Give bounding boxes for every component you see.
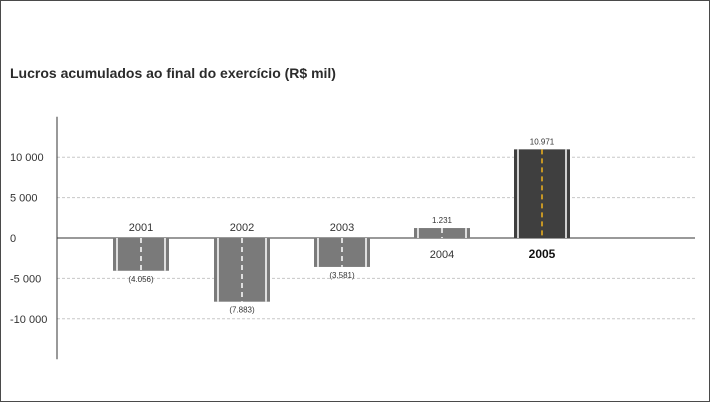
gridlines	[57, 156, 695, 320]
value-label-2005: 10.971	[530, 137, 555, 146]
labels: 10 000 5 000 0 -5 000 -10 000 2001 (4.056) 2002…	[10, 137, 556, 325]
bars	[113, 149, 570, 302]
y-tick-label: -5 000	[10, 273, 41, 285]
bar-2004	[414, 228, 470, 238]
y-tick-label: 10 000	[10, 152, 44, 164]
y-tick-label: 0	[10, 233, 16, 245]
value-label-2002: (7.883)	[229, 306, 255, 315]
category-label-2002: 2002	[230, 222, 254, 234]
category-label-2005: 2005	[529, 247, 556, 261]
category-label-2003: 2003	[330, 222, 354, 234]
bar-2003	[314, 238, 370, 267]
bar-2001	[113, 238, 169, 271]
bar-2005	[514, 149, 570, 238]
y-tick-label: 5 000	[10, 193, 38, 205]
value-label-2003: (3.581)	[329, 271, 355, 280]
value-label-2001: (4.056)	[128, 275, 154, 284]
category-label-2001: 2001	[129, 222, 153, 234]
value-label-2004: 1.231	[432, 216, 453, 225]
bar-2002	[214, 238, 270, 302]
y-tick-label: -10 000	[10, 314, 47, 326]
category-label-2004: 2004	[430, 249, 454, 261]
chart-title: Lucros acumulados ao final do exercício …	[10, 65, 336, 81]
